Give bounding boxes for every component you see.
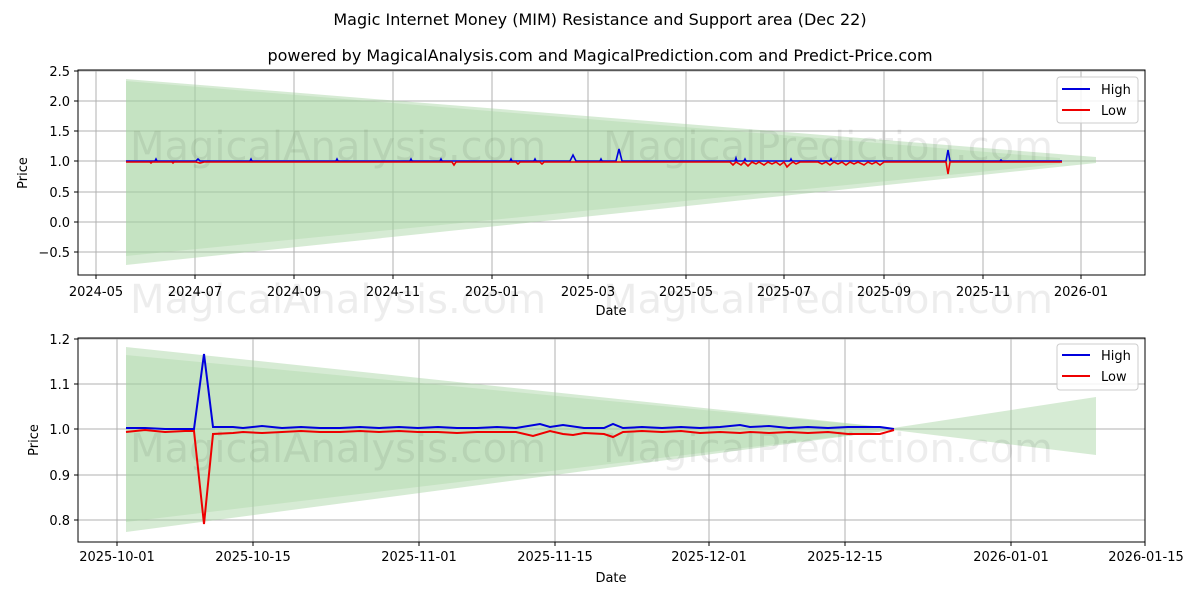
top-plot-frame — [77, 69, 1146, 276]
top-support-band-inner — [126, 81, 1060, 256]
watermark: MagicalAnalysis.com — [130, 124, 546, 170]
svg-text:2025-10-15: 2025-10-15 — [215, 550, 291, 565]
svg-text:2026-01-15: 2026-01-15 — [1108, 550, 1184, 565]
svg-text:0.0: 0.0 — [49, 216, 70, 231]
svg-text:0.8: 0.8 — [49, 514, 70, 529]
svg-text:2025-11-01: 2025-11-01 — [381, 550, 457, 565]
svg-text:2025-12-15: 2025-12-15 — [807, 550, 883, 565]
svg-text:2025-10-01: 2025-10-01 — [79, 550, 155, 565]
legend-low-label: Low — [1101, 104, 1127, 119]
svg-text:−0.5: −0.5 — [38, 246, 70, 261]
top-low-line — [126, 160, 1062, 175]
watermark: MagicalPrediction.com — [603, 426, 1053, 472]
bottom-x-axis-label: Date — [595, 571, 626, 586]
svg-text:1.2: 1.2 — [49, 333, 70, 348]
svg-text:2024-09: 2024-09 — [267, 285, 321, 300]
bottom-plot-frame — [77, 337, 1146, 543]
bottom-support-band-outer — [126, 347, 1096, 532]
watermark: MagicalAnalysis.com — [130, 277, 546, 323]
bottom-legend: High Low — [1056, 343, 1139, 391]
top-y-tick-labels: 2.5 2.0 1.5 1.0 0.5 0.0 −0.5 — [38, 65, 70, 261]
top-y-axis-label: Price — [16, 157, 31, 189]
svg-text:2.0: 2.0 — [49, 95, 70, 110]
watermark: MagicalAnalysis.com — [130, 426, 546, 472]
svg-text:2024-05: 2024-05 — [69, 285, 123, 300]
bottom-x-tick-labels: 2025-10-01 2025-10-15 2025-11-01 2025-11… — [79, 550, 1184, 565]
top-x-axis-label: Date — [595, 304, 626, 319]
svg-text:2025-03: 2025-03 — [561, 285, 615, 300]
top-chart: MagicalAnalysis.com MagicalPrediction.co… — [16, 65, 1146, 323]
svg-text:0.5: 0.5 — [49, 186, 70, 201]
legend-high-label: High — [1101, 349, 1131, 364]
svg-text:2025-09: 2025-09 — [857, 285, 911, 300]
svg-text:1.0: 1.0 — [49, 155, 70, 170]
bottom-chart: MagicalAnalysis.com MagicalPrediction.co… — [27, 333, 1184, 586]
bottom-support-band-inner — [126, 355, 893, 522]
svg-text:2025-11: 2025-11 — [956, 285, 1010, 300]
svg-text:2025-12-01: 2025-12-01 — [671, 550, 747, 565]
svg-text:1.0: 1.0 — [49, 423, 70, 438]
svg-text:2024-11: 2024-11 — [366, 285, 420, 300]
chart-title: Magic Internet Money (MIM) Resistance an… — [333, 10, 867, 29]
top-x-tick-labels: 2024-05 2024-07 2024-09 2024-11 2025-01 … — [69, 285, 1108, 300]
bottom-high-line — [126, 353, 895, 430]
legend-high-label: High — [1101, 83, 1131, 98]
top-high-line — [126, 148, 1062, 162]
svg-text:2025-05: 2025-05 — [659, 285, 713, 300]
svg-text:2026-01-01: 2026-01-01 — [973, 550, 1049, 565]
legend-low-label: Low — [1101, 370, 1127, 385]
svg-text:2025-07: 2025-07 — [757, 285, 811, 300]
bottom-y-tick-labels: 1.2 1.1 1.0 0.9 0.8 — [49, 333, 70, 529]
svg-text:2025-11-15: 2025-11-15 — [517, 550, 593, 565]
chart-subtitle: powered by MagicalAnalysis.com and Magic… — [267, 46, 933, 65]
svg-text:1.1: 1.1 — [49, 378, 70, 393]
bottom-y-axis-label: Price — [27, 424, 42, 456]
svg-text:2024-07: 2024-07 — [168, 285, 222, 300]
svg-text:1.5: 1.5 — [49, 125, 70, 140]
bottom-grid — [78, 338, 1145, 542]
svg-text:0.9: 0.9 — [49, 469, 70, 484]
svg-text:2025-01: 2025-01 — [465, 285, 519, 300]
watermark: MagicalPrediction.com — [603, 277, 1053, 323]
svg-text:2.5: 2.5 — [49, 65, 70, 80]
top-legend: High Low — [1056, 76, 1139, 124]
bottom-low-line — [125, 428, 895, 525]
top-support-band-outer — [126, 79, 1096, 265]
svg-text:2026-01: 2026-01 — [1054, 285, 1108, 300]
